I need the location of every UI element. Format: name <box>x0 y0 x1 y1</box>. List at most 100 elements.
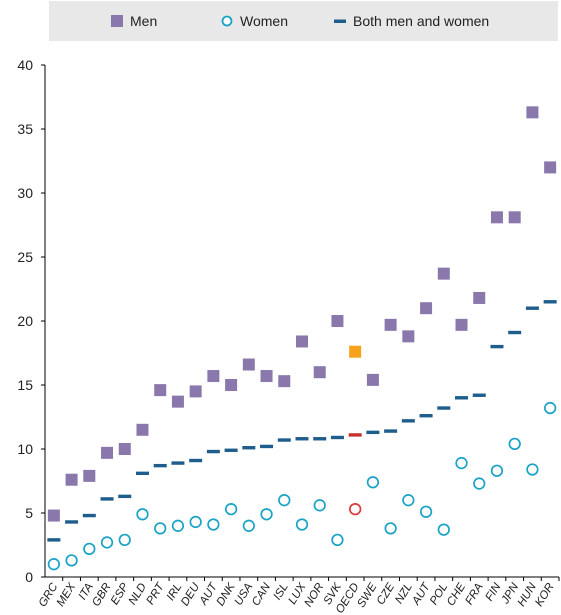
both-dash-point <box>189 458 203 463</box>
x-tick-label: CZE <box>375 581 398 607</box>
both-dash-point <box>384 429 398 433</box>
y-tick-label: 5 <box>25 505 33 521</box>
both-dash-point <box>153 463 167 468</box>
x-tick-label: CAN <box>250 581 273 609</box>
x-tick-label: NLD <box>127 581 149 607</box>
legend-label-both: Both men and women <box>353 13 490 29</box>
both-dash-point <box>65 520 79 524</box>
both-dash-point <box>472 393 486 397</box>
women-circle-point <box>171 519 185 532</box>
both-dash-point <box>419 414 433 418</box>
men-square-point <box>296 335 308 348</box>
both-dash-point <box>543 300 557 304</box>
women-circle-point <box>455 456 468 470</box>
men-square-point <box>526 106 539 119</box>
women-circle-point <box>402 494 415 507</box>
both-dash-point <box>47 538 61 542</box>
both-dash-point <box>242 446 256 450</box>
y-tick-label: 35 <box>17 121 33 137</box>
women-circle-point <box>189 515 202 529</box>
y-tick-label: 30 <box>17 185 33 201</box>
both-dash-point <box>260 444 274 449</box>
women-circle-point <box>100 536 114 549</box>
men-square-point <box>331 315 344 327</box>
both-dash-icon <box>334 19 346 23</box>
legend-item-both: Both men and women <box>334 1 489 41</box>
women-circle-point <box>437 523 450 536</box>
men-square-point <box>189 385 202 398</box>
both-dash-point <box>100 497 114 501</box>
women-circle-point <box>419 505 433 518</box>
x-tick-label: CHE <box>445 581 468 608</box>
men-square-point <box>544 161 557 174</box>
men-square-point <box>136 423 149 436</box>
men-square-point <box>278 375 291 388</box>
both-dash-point <box>401 419 415 423</box>
women-circle-point <box>543 401 557 415</box>
both-dash-point <box>224 448 238 452</box>
legend-label-women: Women <box>240 13 288 29</box>
both-dash-point <box>295 437 309 441</box>
x-tick-label: MEX <box>55 580 79 609</box>
both-dash-point <box>330 435 344 440</box>
x-tick-label: AUT <box>410 580 433 608</box>
men-square-point <box>154 384 167 397</box>
women-circle-point <box>331 533 344 547</box>
legend: Men Women Both men and women <box>49 1 558 41</box>
women-circle-point <box>118 533 131 547</box>
men-square-point <box>437 267 450 280</box>
men-square-point <box>508 211 521 224</box>
both-dash-point <box>277 438 291 442</box>
men-square-point <box>118 443 131 455</box>
x-tick-label: ESP <box>109 581 132 607</box>
y-tick-label: 20 <box>17 313 33 329</box>
data-marks <box>47 106 557 571</box>
women-circle-point <box>473 477 486 490</box>
women-circle-point <box>207 518 220 531</box>
women-circle-point <box>366 476 380 489</box>
men-square-point <box>490 211 503 224</box>
women-circle-point <box>136 508 149 521</box>
both-dash-point <box>82 513 96 518</box>
x-tick-label: DEU <box>179 581 202 609</box>
both-dash-point <box>118 494 132 499</box>
y-tick-label: 15 <box>17 377 33 393</box>
men-square-point <box>207 370 220 383</box>
x-tick-label: KOR <box>533 581 556 608</box>
both-dash-point <box>348 433 362 437</box>
women-circle-point <box>349 503 362 516</box>
men-square-point <box>455 318 468 331</box>
x-tick-label: PRT <box>144 580 167 607</box>
y-tick-label: 25 <box>17 249 33 265</box>
men-square-point <box>225 379 238 391</box>
women-circle-icon <box>221 15 233 27</box>
women-circle-point <box>242 519 255 532</box>
both-dash-point <box>490 344 504 349</box>
both-dash-point <box>525 306 539 310</box>
women-circle-point <box>260 508 273 521</box>
men-square-point <box>402 330 415 343</box>
x-tick-label: FRA <box>463 581 486 607</box>
men-square-point <box>101 446 114 459</box>
men-square-point <box>313 366 326 379</box>
women-circle-point <box>526 463 539 476</box>
women-circle-point <box>65 554 78 567</box>
men-square-point <box>47 509 60 522</box>
both-dash-point <box>313 437 327 441</box>
x-tick-label: DNK <box>215 580 239 608</box>
legend-item-women: Women <box>221 1 288 41</box>
women-circle-point <box>154 522 167 535</box>
both-dash-point <box>508 330 522 335</box>
women-circle-point <box>508 437 521 451</box>
legend-label-men: Men <box>130 13 158 29</box>
women-circle-point <box>295 518 309 531</box>
women-circle-point <box>224 503 238 516</box>
y-tick-label: 10 <box>17 441 33 457</box>
men-square-point <box>366 373 379 386</box>
both-dash-point <box>366 430 380 435</box>
y-tick-label: 0 <box>25 569 33 585</box>
women-circle-point <box>313 499 326 512</box>
both-dash-point <box>135 471 149 476</box>
y-tick-label: 40 <box>17 57 33 73</box>
